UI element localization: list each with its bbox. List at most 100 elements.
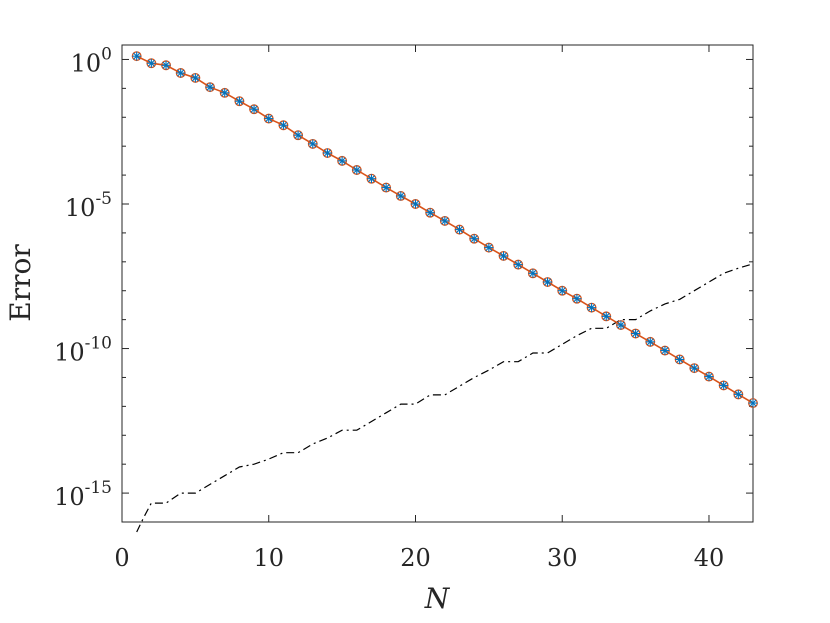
blue-star-marker — [366, 174, 376, 184]
y-tick-exponent: -5 — [95, 189, 112, 209]
blue-star-marker — [234, 96, 244, 106]
star-stroke — [529, 269, 537, 277]
blue-star-marker — [440, 216, 450, 226]
blue-star-marker — [543, 277, 553, 287]
blue-star-marker — [396, 191, 406, 201]
blue-star-marker — [557, 286, 567, 296]
x-tick-label: 10 — [253, 544, 284, 572]
y-tick-base: 10 — [65, 194, 96, 222]
y-tick-exponent: -10 — [85, 334, 112, 354]
blue-star-marker — [425, 208, 435, 218]
y-tick-label: 10-10 — [54, 334, 112, 367]
y-tick-exponent: 0 — [101, 44, 112, 64]
blue-star-marker — [616, 320, 626, 330]
blue-star-marker — [352, 165, 362, 175]
blue-star-marker — [278, 120, 288, 130]
blue-star-marker — [528, 268, 538, 278]
star-stroke — [323, 149, 331, 157]
blue-star-marker — [381, 183, 391, 193]
plot-area — [121, 44, 754, 523]
star-stroke — [514, 261, 522, 269]
blue-star-marker — [587, 303, 597, 313]
y-tick-base: 10 — [54, 483, 85, 511]
x-tick-label: 40 — [694, 544, 725, 572]
y-tick-exponent: -15 — [85, 478, 112, 498]
blue-star-marker — [293, 130, 303, 140]
blue-star-marker — [469, 234, 479, 244]
blue-star-marker — [631, 329, 641, 339]
star-stroke — [705, 373, 713, 381]
y-tick-label: 10-15 — [54, 478, 112, 511]
x-axis-title: N — [424, 582, 451, 615]
x-tick-labels: 0 10 20 30 40 — [114, 544, 724, 572]
blue-star-marker — [249, 104, 259, 114]
blue-star-marker — [322, 148, 332, 158]
star-stroke — [602, 312, 610, 320]
star-stroke — [455, 226, 464, 234]
star-stroke — [133, 52, 141, 60]
axis-ticks — [121, 45, 753, 523]
blue-star-marker — [132, 51, 142, 61]
star-stroke — [250, 105, 258, 113]
dash-dot-series-line — [136, 263, 754, 533]
star-stroke — [309, 140, 317, 148]
star-stroke — [411, 200, 420, 208]
blue-star-marker — [660, 346, 670, 356]
star-stroke — [441, 217, 449, 225]
blue-star-marker — [161, 60, 171, 70]
star-stroke — [206, 83, 214, 91]
star-stroke — [485, 244, 493, 252]
x-tick-label: 20 — [400, 544, 431, 572]
blue-star-marker — [513, 260, 523, 270]
star-stroke — [265, 115, 273, 123]
star-stroke — [162, 61, 170, 69]
blue-star-marker — [176, 68, 186, 78]
star-stroke — [294, 131, 302, 139]
blue-star-marker — [205, 82, 215, 92]
blue-star-marker — [719, 380, 729, 390]
star-stroke — [544, 278, 552, 286]
star-stroke — [676, 355, 684, 363]
blue-star-marker — [190, 73, 200, 83]
star-stroke — [221, 89, 229, 97]
star-stroke — [588, 304, 596, 312]
star-stroke — [177, 69, 185, 77]
series-layer — [131, 51, 758, 533]
blue-star-marker — [337, 156, 347, 166]
blue-star-marker — [675, 354, 685, 364]
blue-star-marker — [499, 251, 509, 261]
blue-star-marker — [484, 243, 494, 253]
y-tick-base: 10 — [54, 339, 85, 367]
star-stroke — [397, 192, 405, 200]
star-stroke — [720, 381, 728, 389]
star-stroke — [734, 390, 742, 398]
star-stroke — [279, 121, 287, 129]
blue-star-marker — [601, 311, 611, 321]
blue-star-marker — [645, 337, 655, 347]
star-stroke — [382, 184, 390, 192]
blue-star-marker — [308, 139, 318, 149]
star-stroke — [499, 252, 508, 260]
star-stroke — [558, 287, 566, 295]
blue-star-marker — [410, 199, 420, 209]
blue-star-marker — [733, 389, 743, 399]
star-stroke — [573, 295, 581, 303]
x-tick-label: 0 — [114, 544, 129, 572]
star-stroke — [353, 166, 361, 174]
blue-star-marker — [264, 114, 274, 124]
blue-star-marker — [689, 363, 699, 373]
blue-star-marker — [220, 88, 230, 98]
star-stroke — [426, 209, 434, 217]
star-stroke — [617, 321, 625, 329]
y-tick-label: 10-5 — [65, 189, 112, 222]
blue-star-marker — [704, 372, 714, 382]
blue-star-marker — [146, 58, 156, 68]
star-stroke — [191, 74, 199, 82]
star-stroke — [338, 157, 346, 165]
star-stroke — [632, 330, 640, 338]
blue-star-marker — [748, 398, 758, 408]
y-axis-title: Error — [4, 244, 37, 322]
star-stroke — [235, 97, 243, 105]
